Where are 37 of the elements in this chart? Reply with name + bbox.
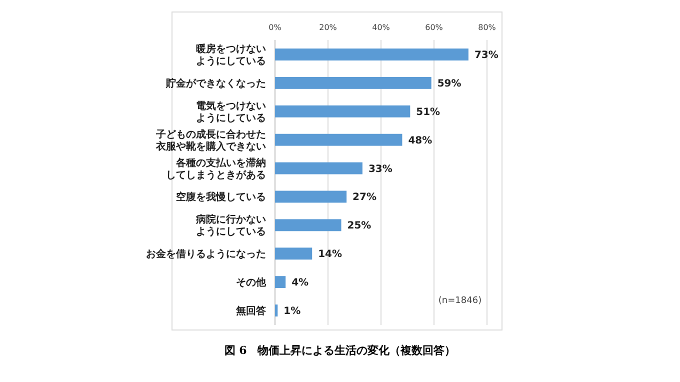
y-tick-label: 各種の支払いを滞納してしまうときがある <box>166 156 266 181</box>
bar <box>275 304 278 316</box>
y-tick-label: 貯金ができなくなった <box>165 77 266 90</box>
y-tick-label: 無回答 <box>235 304 267 317</box>
x-tick-label: 0% <box>268 23 282 32</box>
data-label: 59% <box>437 78 462 90</box>
bar <box>275 248 312 260</box>
data-label: 48% <box>408 135 432 146</box>
y-tick-label: 病院に行かないようにしている <box>195 214 266 238</box>
bar <box>275 162 362 174</box>
bar <box>275 48 468 60</box>
bar <box>275 219 342 232</box>
text: 図 6 物価上昇による生活の変化（複数回答） <box>224 344 456 357</box>
y-tick-label: お金を借りるようになった <box>146 248 266 260</box>
data-label: 25% <box>347 220 372 232</box>
x-tick-label: 60% <box>425 23 444 32</box>
y-tick-label: 子どもの成長に合わせた衣服や靴を購入できない <box>155 128 266 152</box>
y-tick-label: 空腹を我慢している <box>176 191 266 204</box>
data-label: 4% <box>292 278 309 289</box>
data-label: 14% <box>318 249 342 260</box>
x-tick-label: 40% <box>372 23 390 32</box>
y-tick-label: 電気をつけないようにしている <box>196 100 266 124</box>
data-label: 73% <box>474 50 498 62</box>
data-label: 33% <box>368 164 392 175</box>
y-tick-label: 暖房をつけないようにしている <box>196 43 266 68</box>
data-label: 51% <box>416 106 440 118</box>
bar <box>275 134 402 146</box>
bar <box>275 276 286 288</box>
bar <box>275 190 347 203</box>
bar <box>275 76 432 89</box>
x-tick-label: 80% <box>478 23 496 32</box>
data-label: 27% <box>352 192 376 204</box>
annotation: (n=1846) <box>438 296 482 306</box>
x-tick-label: 20% <box>319 23 338 32</box>
bar <box>275 105 410 118</box>
y-tick-label: その他 <box>236 276 267 289</box>
data-label: 1% <box>284 306 301 317</box>
